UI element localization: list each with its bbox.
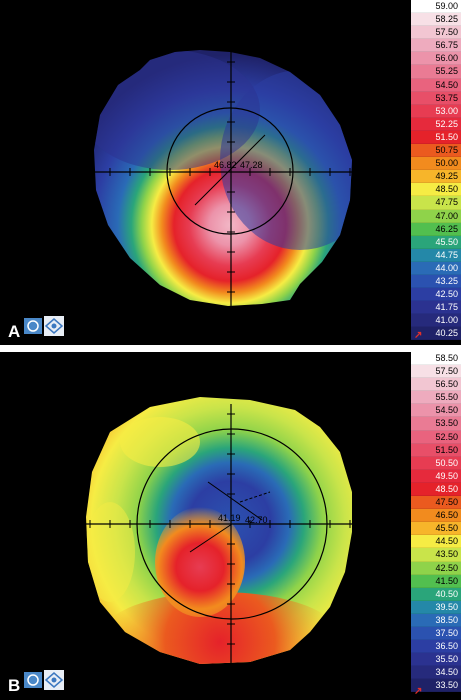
legend-swatch: 48.50 [411,183,461,197]
panel-divider [0,345,461,352]
legend-swatch: 49.25 [411,170,461,184]
device-logo-icon [24,670,64,690]
legend-swatch: 46.25 [411,222,461,236]
legend-swatch: 51.50 [411,443,461,457]
legend-swatch: 54.50 [411,78,461,92]
center-readout-a1: 46.82 [214,160,237,170]
legend-swatch: 41.50 [411,574,461,588]
legend-swatch: 58.50 [411,352,461,366]
legend-swatch: 56.75 [411,39,461,53]
legend-swatch: 43.25 [411,274,461,289]
legend-swatch: 40.50 [411,587,461,601]
legend-swatch: 41.75 [411,301,461,315]
legend-swatch: 44.00 [411,261,461,275]
legend-swatch: 58.25 [411,13,461,27]
legend-swatch: 54.50 [411,404,461,418]
legend-swatch: 35.50 [411,653,461,667]
legend-swatch: 57.50 [411,365,461,379]
legend-swatch: 41.00 [411,314,461,328]
legend-swatch: 34.50 [411,666,461,680]
legend-swatch: 52.50 [411,430,461,444]
legend-swatch: 43.50 [411,548,461,562]
legend-swatch: 47.75 [411,196,461,210]
panel-label-a: A [8,322,21,341]
color-scale-legend-b: 58.50 57.50 56.50 55.50 54.50 53.50 52.50 51.50… [411,352,461,693]
corneal-map-b: 41.19 42.70 [60,397,372,664]
legend-swatch: 44.75 [411,248,461,262]
legend-swatch: 46.50 [411,509,461,523]
legend-swatch: 55.50 [411,391,461,405]
legend-swatch: 50.75 [411,144,461,158]
color-scale-legend-a: 59.00 58.25 57.50 56.75 56.00 55.25 54.50 53.75… [411,0,461,341]
legend-swatch: 48.50 [411,482,461,497]
legend-swatch: 37.50 [411,626,461,641]
legend-swatch: 39.50 [411,600,461,614]
cursor-icon: ↗ [414,330,423,341]
legend-swatch: 40.25 [411,327,461,341]
legend-swatch: 57.50 [411,26,461,40]
legend-swatch: 56.00 [411,52,461,66]
legend-swatch: 36.50 [411,640,461,654]
topography-panel-b: 41.19 42.70 58.50 57.50 56.50 55.50 54.50 53.… [0,352,461,700]
legend-swatch: 42.50 [411,288,461,302]
legend-swatch: 45.50 [411,235,461,249]
legend-swatch: 55.25 [411,65,461,79]
device-logo-icon [24,316,64,336]
legend-swatch: 33.50 [411,679,461,693]
legend-swatch: 50.50 [411,456,461,470]
legend-swatch: 49.50 [411,469,461,483]
legend-swatch: 53.50 [411,417,461,431]
center-readout-a2: 47.28 [240,160,263,170]
legend-swatch: 47.00 [411,209,461,223]
legend-swatch: 50.00 [411,157,461,171]
legend-swatch: 51.50 [411,130,461,145]
legend-swatch: 53.00 [411,104,461,118]
center-readout-b2: 42.70 [245,515,268,525]
legend-swatch: 53.75 [411,91,461,105]
panel-label-b: B [8,676,21,695]
legend-swatch: 44.50 [411,535,461,549]
legend-swatch: 45.50 [411,522,461,536]
topography-panel-a: 46.82 47.28 59.00 58.25 57.50 56.75 56.00 55.… [0,0,461,345]
legend-swatch: 59.00 [411,0,461,14]
legend-swatch: 38.50 [411,613,461,627]
legend-swatch: 56.50 [411,378,461,392]
center-readout-b1: 41.19 [218,513,241,523]
cursor-icon: ↗ [414,686,423,697]
corneal-map-a: 46.82 47.28 [60,50,372,312]
legend-swatch: 47.50 [411,496,461,510]
legend-swatch: 52.25 [411,117,461,131]
legend-swatch: 42.50 [411,561,461,575]
